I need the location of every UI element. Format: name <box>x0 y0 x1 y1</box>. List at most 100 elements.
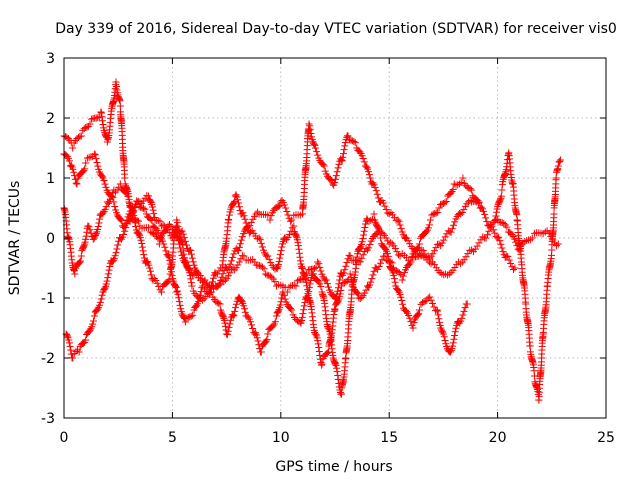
data-point <box>500 220 508 228</box>
data-point <box>63 332 71 340</box>
data-point <box>457 179 465 187</box>
data-point <box>515 246 523 254</box>
data-point <box>395 217 403 225</box>
data-point <box>227 316 235 324</box>
data-point <box>133 197 141 205</box>
data-point <box>305 288 313 296</box>
data-point <box>120 230 128 238</box>
data-point <box>416 306 424 314</box>
data-point <box>221 319 229 327</box>
data-point <box>187 275 195 283</box>
data-point <box>130 204 138 212</box>
data-point <box>296 253 304 261</box>
data-point <box>480 207 488 215</box>
data-point <box>234 247 242 255</box>
data-point <box>460 307 468 315</box>
data-point <box>388 259 396 267</box>
data-point <box>82 232 90 240</box>
data-point <box>492 212 500 220</box>
data-point <box>384 237 392 245</box>
data-point <box>225 216 233 224</box>
data-point <box>407 258 415 266</box>
data-point <box>94 162 102 170</box>
data-point <box>223 331 231 339</box>
data-point <box>448 225 456 233</box>
data-point <box>104 270 112 278</box>
data-point <box>311 144 319 152</box>
data-point <box>127 214 135 222</box>
data-point <box>181 318 189 326</box>
data-point <box>306 280 314 288</box>
data-point <box>340 146 348 154</box>
data-point <box>182 259 190 267</box>
data-point <box>371 184 379 192</box>
data-point <box>435 318 443 326</box>
data-point <box>302 278 310 286</box>
data-point <box>435 240 443 248</box>
data-point <box>246 318 254 326</box>
data-point <box>77 252 85 260</box>
data-point <box>135 203 143 211</box>
data-point <box>101 284 109 292</box>
data-point <box>449 339 457 347</box>
data-point <box>90 150 98 158</box>
data-point <box>188 254 196 262</box>
data-point <box>502 252 510 260</box>
data-point <box>425 221 433 229</box>
data-point <box>180 234 188 242</box>
data-point <box>240 212 248 220</box>
data-point <box>89 320 97 328</box>
data-point <box>79 126 87 134</box>
data-point <box>466 185 474 193</box>
data-point <box>256 236 264 244</box>
data-point <box>468 186 476 194</box>
data-point <box>90 312 98 320</box>
data-point <box>266 272 274 280</box>
data-point <box>65 157 73 165</box>
data-point <box>177 305 185 313</box>
data-point <box>332 361 340 369</box>
data-point <box>240 305 248 313</box>
data-point <box>356 148 364 156</box>
data-point <box>314 258 322 266</box>
data-point <box>229 253 237 261</box>
data-point <box>208 282 216 290</box>
data-point <box>426 254 434 262</box>
data-point <box>374 194 382 202</box>
x-tick-label: 10 <box>272 430 290 446</box>
data-point <box>141 205 149 213</box>
data-point <box>235 258 243 266</box>
data-point <box>253 334 261 342</box>
data-point <box>433 306 441 314</box>
data-point <box>333 368 341 376</box>
data-point <box>97 108 105 116</box>
data-point <box>321 167 329 175</box>
data-point <box>165 276 173 284</box>
data-point <box>86 226 94 234</box>
data-point <box>409 324 417 332</box>
data-point <box>345 251 353 259</box>
data-point <box>122 224 130 232</box>
data-point <box>100 176 108 184</box>
data-point <box>89 235 97 243</box>
data-point <box>458 209 466 217</box>
data-point <box>281 234 289 242</box>
data-point <box>238 298 246 306</box>
data-point <box>267 212 275 220</box>
data-point <box>295 249 303 257</box>
data-point <box>310 140 318 148</box>
data-point <box>477 203 485 211</box>
data-point <box>367 278 375 286</box>
y-tick-label: 0 <box>46 231 55 247</box>
data-point <box>372 187 380 195</box>
data-point <box>396 221 404 229</box>
data-point <box>346 252 354 260</box>
data-point <box>97 295 105 303</box>
data-point <box>365 171 373 179</box>
data-point <box>251 258 259 266</box>
data-point <box>234 196 242 204</box>
data-point <box>382 205 390 213</box>
data-point <box>358 238 366 246</box>
data-point <box>187 279 195 287</box>
data-point <box>430 303 438 311</box>
